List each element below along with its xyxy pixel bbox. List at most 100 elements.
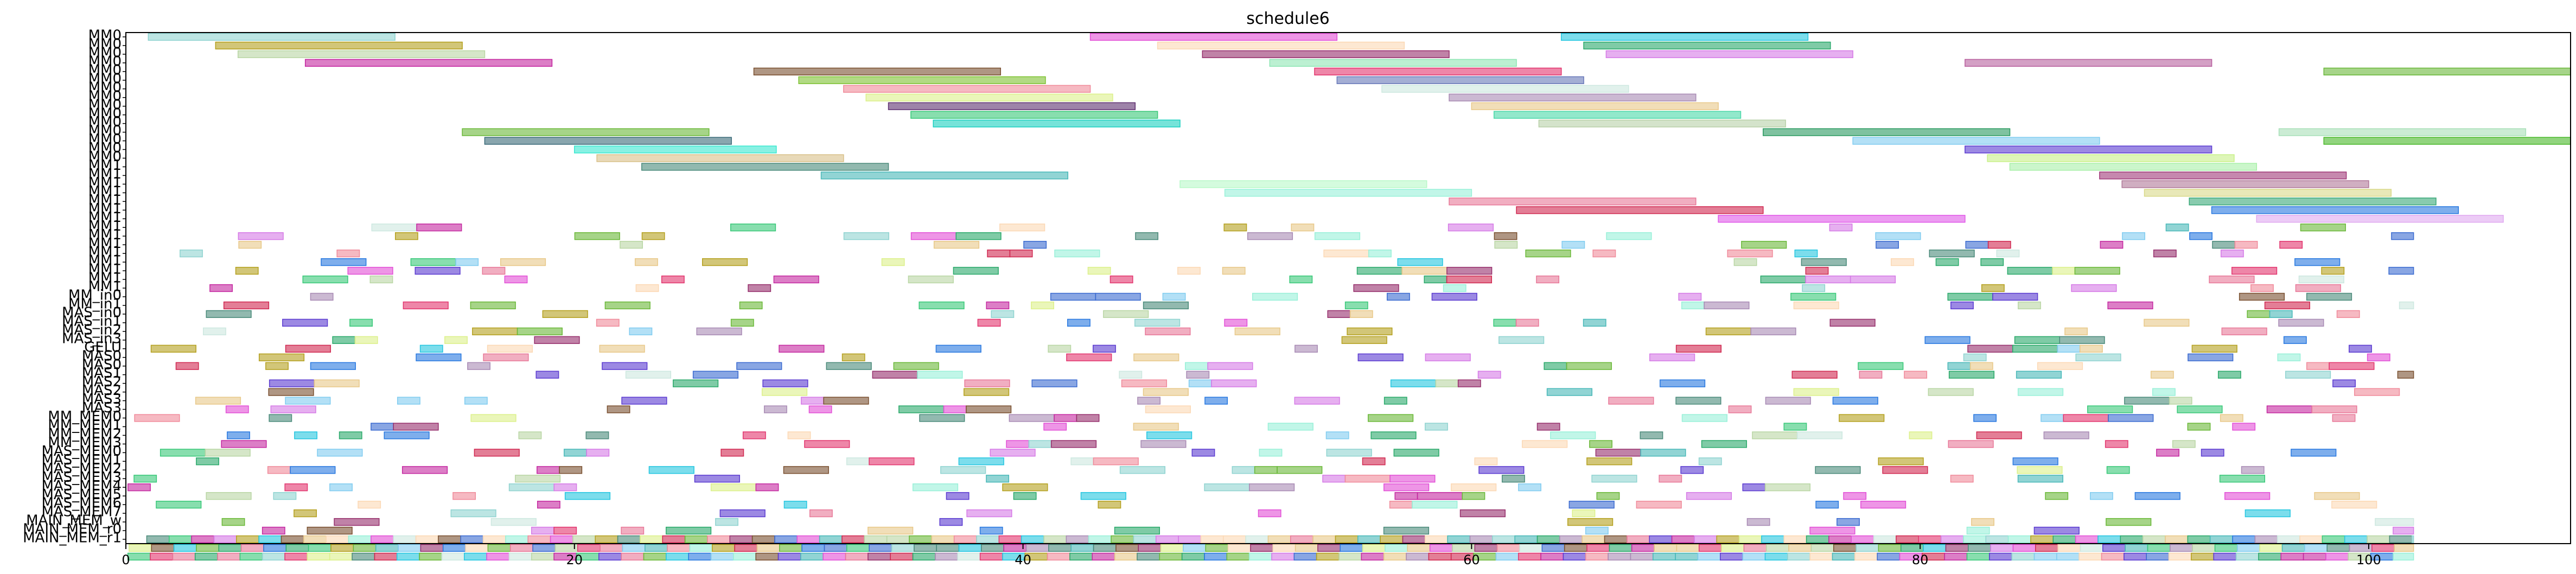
task-bar <box>733 552 756 561</box>
task-bar <box>2371 544 2395 552</box>
task-bar <box>1267 423 1313 431</box>
task-bar <box>843 232 889 240</box>
task-bar <box>1851 535 1874 544</box>
task-bar <box>1843 492 1867 500</box>
task-bar <box>2188 353 2234 361</box>
task-bar <box>2303 552 2326 561</box>
task-bar <box>1550 431 1596 439</box>
task-bar <box>1805 266 1829 275</box>
task-bar <box>508 552 532 561</box>
task-bar <box>2064 327 2088 335</box>
task-bar <box>600 544 623 552</box>
task-bar <box>2045 492 2069 500</box>
y-tick-label: MAIN_MEM_r0 <box>23 521 122 538</box>
task-bar <box>1428 552 1452 561</box>
task-bar <box>307 526 353 535</box>
task-bar <box>1681 414 1727 422</box>
task-bar <box>1541 544 1565 552</box>
task-bar <box>1950 475 1974 483</box>
task-bar <box>1873 535 1897 544</box>
task-bar <box>2017 475 2063 483</box>
task-bar <box>621 552 645 561</box>
task-bar <box>1353 284 1399 292</box>
task-bar <box>1585 526 1609 535</box>
task-bar <box>1054 249 1100 258</box>
task-bar <box>175 362 199 370</box>
task-bar <box>1474 457 1498 465</box>
task-bar <box>515 475 561 483</box>
task-bar <box>129 544 152 552</box>
task-bar <box>537 501 560 509</box>
y-tick-label: MAS_MEM7 <box>41 504 122 520</box>
task-bar <box>173 544 197 552</box>
task-bar <box>964 388 1010 396</box>
task-bar <box>1839 414 1885 422</box>
task-bar <box>1295 345 1318 353</box>
task-bar <box>1680 466 1704 474</box>
task-bar <box>317 449 363 457</box>
task-bar <box>1950 301 1974 310</box>
task-bar <box>1269 59 1517 67</box>
task-bar <box>2057 345 2081 353</box>
task-bar <box>1720 552 1743 561</box>
task-bar <box>371 535 394 544</box>
task-bar <box>1114 552 1138 561</box>
task-bar <box>1188 379 1212 387</box>
y-tick-label: MM0 <box>88 131 122 148</box>
task-bar <box>796 535 820 544</box>
task-bar <box>1162 292 1186 301</box>
task-bar <box>1013 492 1037 500</box>
task-bar <box>1088 535 1112 544</box>
task-bar <box>2124 397 2170 405</box>
task-bar <box>1406 552 1430 561</box>
task-bar <box>595 535 619 544</box>
task-bar <box>2172 440 2196 448</box>
task-bar <box>518 431 542 439</box>
task-bar <box>1249 483 1295 492</box>
task-bar <box>269 414 292 422</box>
y-tick-label: MAS_MEM2 <box>41 461 122 477</box>
task-bar <box>285 345 331 353</box>
task-bar <box>1608 397 1654 405</box>
task-bar <box>1583 318 1606 327</box>
task-bar <box>1596 492 1620 500</box>
task-bar <box>1121 379 1167 387</box>
task-bar <box>2281 544 2305 552</box>
y-tick-label: MAS2 <box>82 374 122 390</box>
task-bar <box>621 397 667 405</box>
task-bar <box>1402 535 1426 544</box>
task-bar <box>195 397 241 405</box>
task-bar <box>1370 431 1417 439</box>
task-bar <box>1494 241 1518 249</box>
task-bar <box>596 318 620 327</box>
task-bar <box>284 483 308 492</box>
task-bar <box>1145 405 1191 413</box>
task-bar <box>666 552 689 561</box>
task-bar <box>1202 50 1450 59</box>
task-bar <box>134 414 180 422</box>
task-bar <box>1397 258 1443 266</box>
task-bar <box>585 431 609 439</box>
task-bar <box>1050 440 1097 448</box>
task-bar <box>2211 206 2459 214</box>
task-bar <box>537 466 560 474</box>
task-bar <box>308 544 331 552</box>
task-bar <box>148 33 396 41</box>
task-bar <box>1133 535 1157 544</box>
task-bar <box>1987 241 2011 249</box>
task-bar <box>1923 544 1947 552</box>
task-bar <box>1267 535 1291 544</box>
task-bar <box>1985 535 2009 544</box>
task-bar <box>620 241 643 249</box>
task-bar <box>1443 284 1466 292</box>
task-bar <box>2221 327 2267 335</box>
task-bar <box>2108 414 2154 422</box>
task-bar <box>238 241 262 249</box>
task-bar <box>2326 544 2350 552</box>
task-bar <box>1516 206 1764 214</box>
task-bar <box>1447 535 1471 544</box>
task-bar <box>1963 353 1987 361</box>
task-bar <box>1222 266 1246 275</box>
task-bar <box>1536 275 1560 284</box>
task-bar <box>1536 423 1560 431</box>
